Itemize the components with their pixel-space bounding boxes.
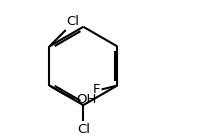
Text: Cl: Cl xyxy=(66,15,79,28)
Text: F: F xyxy=(93,83,100,96)
Text: OH: OH xyxy=(76,93,97,106)
Text: Cl: Cl xyxy=(77,123,90,136)
